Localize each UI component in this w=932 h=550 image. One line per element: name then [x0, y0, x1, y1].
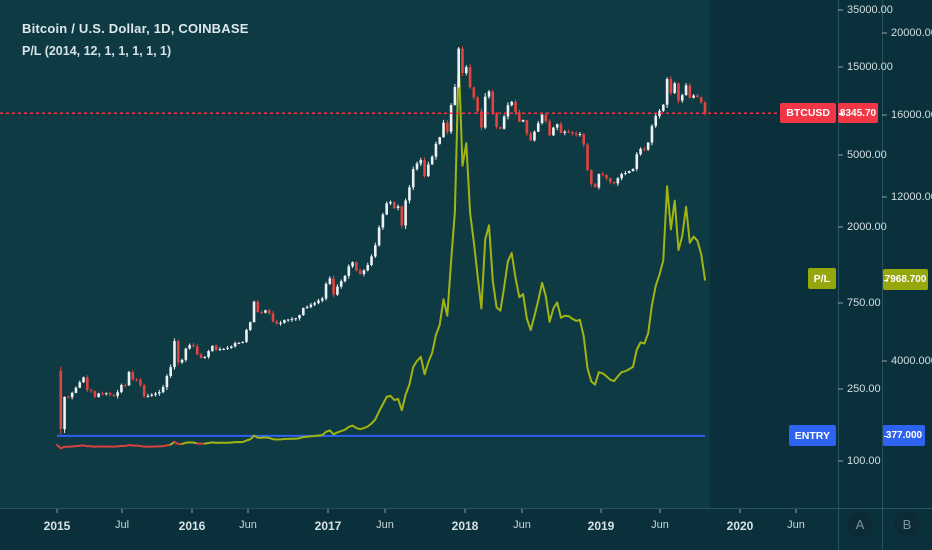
entry-value-badge-value: 377.000 — [885, 430, 923, 441]
time-tick-label: Jun — [651, 519, 669, 531]
scale-b-button[interactable]: B — [894, 511, 920, 537]
axis-tick-mark — [884, 279, 888, 281]
entry-flag[interactable]: ENTRY — [788, 425, 836, 446]
entry-value-badge[interactable]: 377.000 — [883, 425, 925, 446]
axis-tick-mark — [839, 113, 843, 115]
scale-a-button-label: A — [855, 516, 865, 532]
time-tick-label: Jun — [239, 519, 257, 531]
price-a-tick-label: 2000.00 — [847, 221, 887, 233]
indicator-title[interactable]: P/L (2014, 12, 1, 1, 1, 1, 1) — [22, 44, 172, 58]
time-tick-label: Jul — [114, 519, 130, 531]
last-price-badge-value: 8345.70 — [839, 107, 877, 119]
time-tick-label: 2019 — [587, 519, 615, 533]
time-tick-label: 2015 — [43, 519, 71, 533]
pl-flag-label: P/L — [813, 272, 830, 285]
candlestick-series — [59, 46, 707, 435]
symbol-price-flag-label: BTCUSD — [786, 107, 830, 119]
chart-plot-background — [0, 0, 710, 508]
price-b-tick-label: 12000.000 — [891, 191, 932, 203]
last-price-badge[interactable]: 8345.70 — [838, 103, 878, 123]
pl-value-badge-value: 7968.700 — [884, 274, 927, 285]
time-tick-label: Jun — [513, 519, 531, 531]
price-a-tick-label: 750.00 — [847, 297, 881, 309]
entry-flag-label: ENTRY — [794, 429, 830, 442]
pl-indicator-line — [56, 59, 706, 450]
time-tick-label: 2020 — [726, 519, 754, 533]
time-tick-label: Jun — [787, 519, 805, 531]
price-a-tick-label: 100.00 — [847, 455, 881, 467]
time-tick-label: 2016 — [178, 519, 206, 533]
symbol-title[interactable]: Bitcoin / U.S. Dollar, 1D, COINBASE — [22, 21, 249, 36]
scale-a-button[interactable]: A — [847, 511, 873, 537]
price-a-tick-label: 5000.00 — [847, 149, 887, 161]
axis-tick-mark — [884, 435, 888, 437]
chart-legend: Bitcoin / U.S. Dollar, 1D, COINBASE P/L … — [22, 21, 249, 58]
pl-value-badge[interactable]: 7968.700 — [883, 269, 928, 290]
price-b-tick-label: 20000.000 — [891, 27, 932, 39]
price-b-tick-label: 16000.000 — [891, 109, 932, 121]
time-tick-label: 2017 — [314, 519, 342, 533]
price-a-tick-label: 15000.00 — [847, 61, 893, 73]
time-tick-label: Jun — [376, 519, 394, 531]
scale-b-button-label: B — [902, 516, 912, 532]
pl-flag[interactable]: P/L — [807, 268, 836, 289]
price-a-tick-label: 35000.00 — [847, 4, 893, 16]
time-tick-label: 2018 — [451, 519, 479, 533]
price-b-tick-label: 4000.000 — [891, 355, 932, 367]
symbol-price-flag[interactable]: BTCUSD — [780, 103, 836, 123]
price-a-tick-label: 250.00 — [847, 383, 881, 395]
